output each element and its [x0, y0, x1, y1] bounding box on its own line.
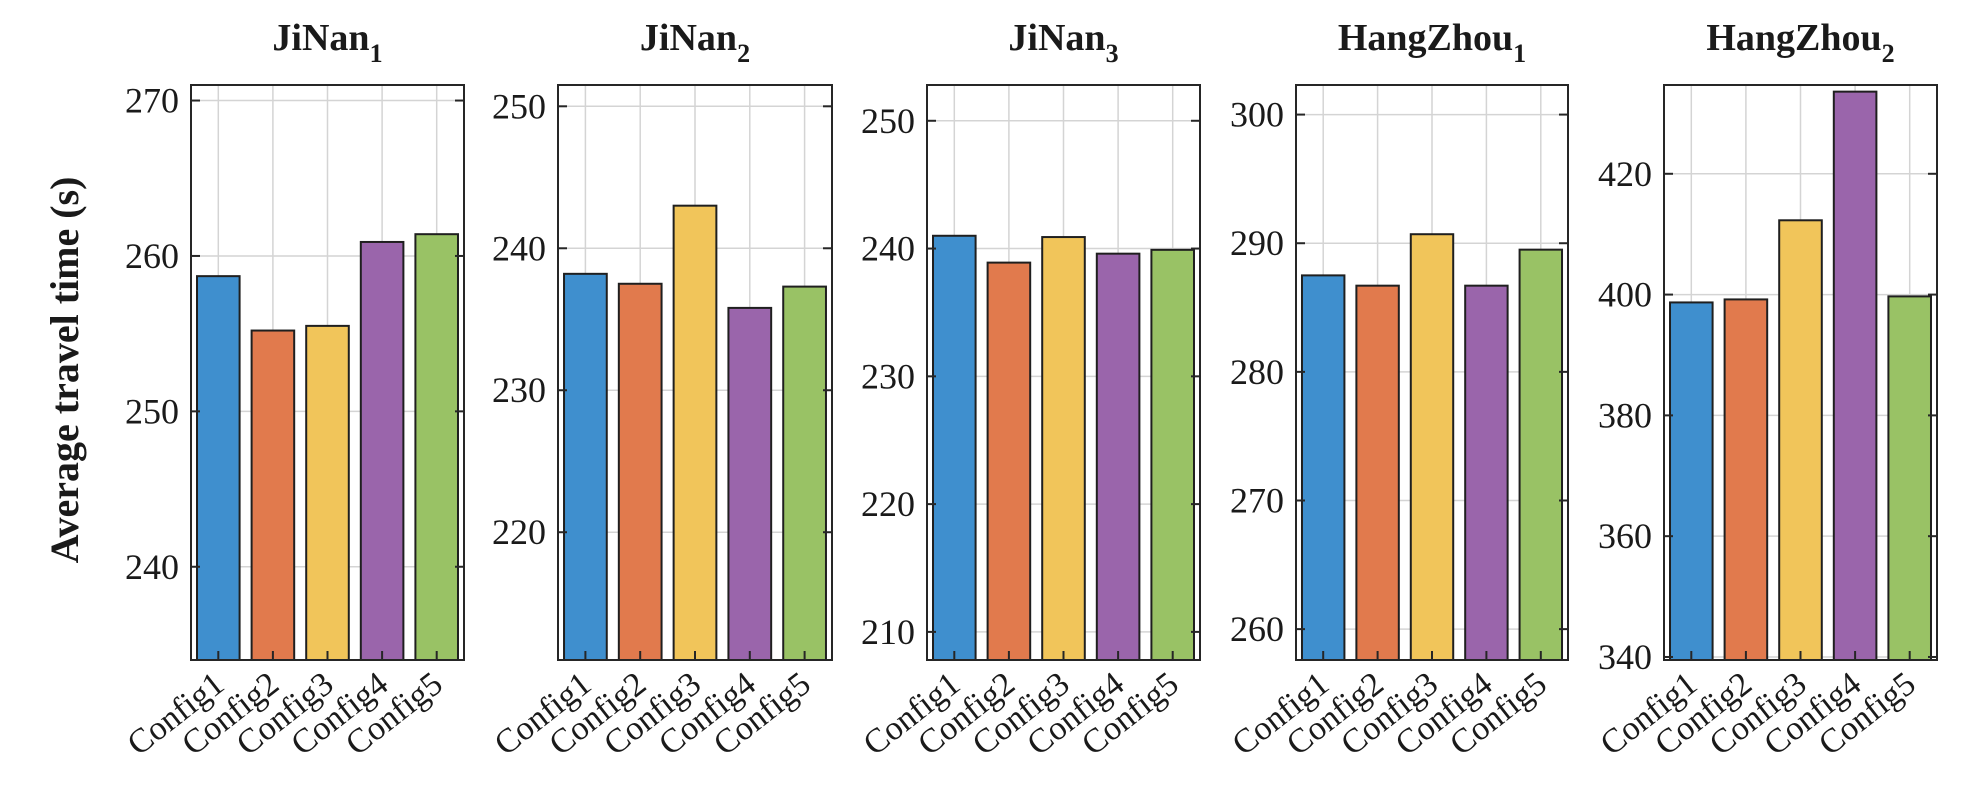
bar-config3: [1778, 219, 1823, 661]
bar-config5: [414, 233, 459, 662]
bar-config2: [1723, 298, 1769, 661]
chart-panel-1: 240250260270Config1Config2Config3Config4…: [121, 17, 465, 763]
bar-config3: [305, 324, 350, 661]
chart-title: HangZhou2: [1706, 17, 1894, 68]
y-tick-label: 230: [492, 370, 546, 410]
chart-panel-3: 210220230240250Config1Config2Config3Conf…: [857, 17, 1201, 763]
y-tick-label: 250: [492, 86, 546, 126]
bar-config2: [617, 282, 663, 661]
y-tick-label: 220: [861, 484, 915, 524]
bar-config3: [1409, 233, 1455, 661]
chart-panel-2: 220230240250Config1Config2Config3Config4…: [488, 17, 833, 763]
bar-config2: [1355, 284, 1400, 661]
chart-title: JiNan2: [640, 17, 750, 68]
y-tick-label: 240: [492, 228, 546, 268]
y-tick-label: 340: [1598, 637, 1652, 677]
y-tick-label: 290: [1230, 223, 1284, 263]
y-tick-label: 270: [125, 81, 179, 121]
chart-title: JiNan3: [1008, 17, 1118, 68]
y-tick-label: 280: [1230, 352, 1284, 392]
chart-panel-4: 260270280290300Config1Config2Config3Conf…: [1226, 17, 1569, 763]
bar-config5: [782, 285, 827, 661]
y-tick-label: 260: [1230, 609, 1284, 649]
bar-config2: [986, 261, 1032, 661]
bar-config2: [250, 329, 296, 661]
y-tick-label: 220: [492, 512, 546, 552]
chart-title: JiNan1: [272, 17, 382, 68]
bar-config1: [563, 272, 608, 661]
bar-config3: [1041, 236, 1086, 662]
chart-title: HangZhou1: [1338, 17, 1526, 68]
bar-config1: [196, 275, 241, 661]
y-tick-label: 270: [1230, 480, 1284, 520]
y-tick-label: 420: [1598, 154, 1652, 194]
y-axis-label: Average travel time (s): [42, 177, 87, 564]
y-tick-label: 240: [125, 547, 179, 587]
y-tick-label: 250: [125, 391, 179, 431]
y-tick-label: 260: [125, 236, 179, 276]
bar-config5: [1887, 295, 1932, 661]
y-tick-label: 400: [1598, 275, 1652, 315]
y-tick-label: 380: [1598, 395, 1652, 435]
y-tick-label: 300: [1230, 95, 1284, 135]
bar-config4: [1464, 284, 1509, 661]
y-tick-label: 240: [861, 229, 915, 269]
y-tick-label: 230: [861, 356, 915, 396]
y-tick-label: 360: [1598, 516, 1652, 556]
bar-config4: [1832, 90, 1878, 661]
bar-config5: [1518, 248, 1564, 662]
bar-config3: [672, 204, 718, 661]
bar-config5: [1150, 248, 1195, 661]
bar-config1: [1669, 301, 1714, 661]
y-tick-label: 210: [861, 612, 915, 652]
y-tick-label: 250: [861, 101, 915, 141]
chart-panel-5: 340360380400420Config1Config2Config3Conf…: [1594, 17, 1938, 763]
bar-config1: [1300, 274, 1346, 661]
bar-config4: [1095, 252, 1141, 662]
bar-config4: [727, 306, 773, 661]
bar-config1: [932, 234, 977, 661]
bar-config4: [359, 240, 405, 661]
